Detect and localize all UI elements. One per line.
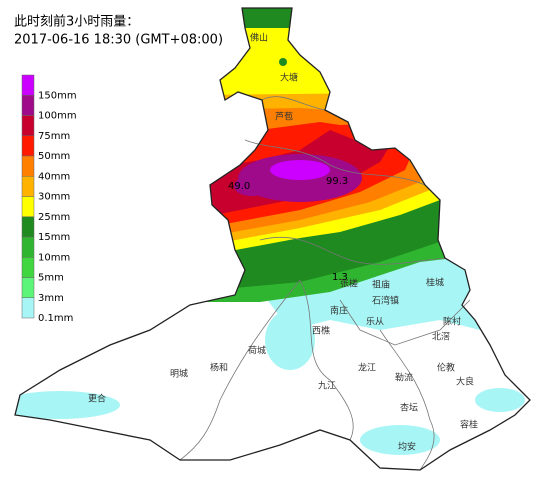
- station-value: 1.3: [332, 272, 348, 283]
- place-label: 大塘: [280, 72, 298, 84]
- place-label: 祖庙: [372, 279, 390, 291]
- place-label: 陈村: [443, 316, 461, 328]
- legend-label: 150mm: [38, 90, 77, 101]
- place-label: 乐从: [366, 316, 384, 328]
- station-value: 99.3: [326, 176, 348, 187]
- legend-label: 5mm: [38, 273, 64, 284]
- legend-label: 100mm: [38, 111, 77, 122]
- place-label: 九江: [318, 381, 336, 392]
- place-label: 南庄: [330, 305, 348, 317]
- legend-label: 0.1mm: [38, 313, 73, 324]
- legend-swatch: [21, 155, 35, 177]
- legend-swatch: [21, 95, 35, 116]
- legend-label: 30mm: [38, 192, 70, 203]
- place-label: 芦苞: [275, 111, 293, 123]
- place-label: 西樵: [312, 325, 330, 337]
- place-label: 杨和: [210, 362, 228, 374]
- legend-label: 40mm: [38, 171, 70, 182]
- title: 此时刻前3小时雨量：: [14, 14, 139, 30]
- place-label: 杏坛: [400, 402, 418, 414]
- place-label: 荷城: [248, 346, 266, 357]
- city-outline: [14, 7, 531, 471]
- place-label: 佛山: [250, 32, 268, 44]
- legend-label: 25mm: [38, 212, 70, 223]
- place-label: 北滘: [432, 332, 450, 343]
- legend-swatch: [21, 115, 35, 136]
- place-label: 明城: [170, 369, 188, 380]
- place-label: 桂城: [426, 277, 444, 289]
- place-label: 张槎: [340, 278, 358, 290]
- legend: 150mm 100mm 75mm 50mm 40mm 30mm 25mm 15mm 10mm 5m…: [21, 74, 77, 324]
- place-label: 石湾镇: [372, 295, 399, 307]
- place-label: 大良: [456, 376, 474, 388]
- subtitle: 2017-06-16 18:30 (GMT+08:00): [14, 33, 223, 48]
- legend-label: 50mm: [38, 151, 70, 162]
- legend-swatch: [21, 135, 35, 157]
- legend-label: 75mm: [38, 131, 70, 142]
- place-label: 勒流: [395, 372, 413, 384]
- legend-label: 15mm: [38, 232, 70, 243]
- legend-label: 3mm: [38, 293, 64, 304]
- legend-swatch: [21, 257, 35, 278]
- legend-label: 10mm: [38, 252, 70, 263]
- place-label: 龙江: [358, 362, 376, 374]
- legend-swatch: [21, 297, 35, 319]
- legend-swatch: [21, 277, 35, 298]
- legend-swatch: [21, 74, 35, 96]
- place-label: 容桂: [460, 419, 478, 431]
- legend-swatch: [21, 216, 35, 238]
- legend-swatch: [21, 236, 35, 258]
- place-label: 更合: [88, 393, 106, 405]
- legend-swatch: [21, 196, 35, 217]
- district-borders: [179, 96, 471, 471]
- station-value: 49.0: [228, 181, 250, 192]
- place-label: 均安: [398, 441, 416, 453]
- legend-swatch: [21, 176, 35, 197]
- place-label: 伦教: [437, 362, 455, 374]
